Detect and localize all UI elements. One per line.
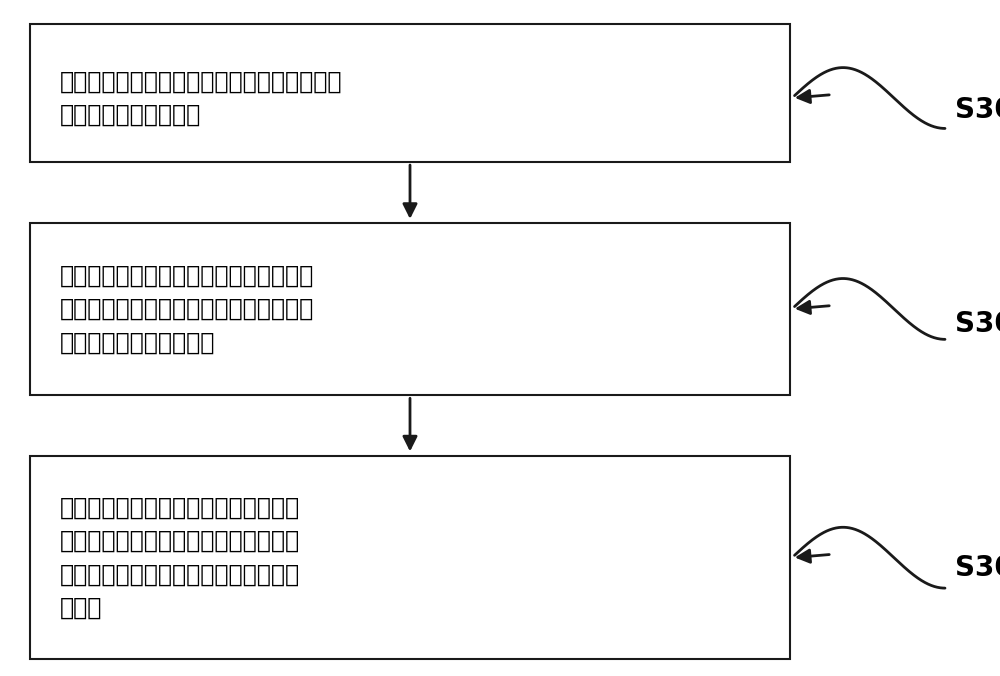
Text: S303: S303: [955, 554, 1000, 582]
FancyBboxPatch shape: [30, 456, 790, 659]
FancyBboxPatch shape: [30, 24, 790, 162]
Text: 在监测到车辆当前为倒车状态的情况下，
识别车辆是否连接有拖挂车，并获取驾驶
员对车辆的需求转向方向: 在监测到车辆当前为倒车状态的情况下， 识别车辆是否连接有拖挂车，并获取驾驶 员对…: [60, 264, 314, 354]
Text: S302: S302: [955, 310, 1000, 339]
Text: 在倒车转向辅助功能被触发的情况下，监测车
辆当前是否为倒车状态: 在倒车转向辅助功能被触发的情况下，监测车 辆当前是否为倒车状态: [60, 69, 342, 127]
FancyBboxPatch shape: [30, 223, 790, 395]
Text: 当识别到车辆连接有拖挂车时，控制车
辆向与需求转向方向相反的方向转向，
以推动拖挂车的倒车轨迹朝需求转向方
向行进: 当识别到车辆连接有拖挂车时，控制车 辆向与需求转向方向相反的方向转向， 以推动拖…: [60, 496, 300, 620]
Text: S301: S301: [955, 95, 1000, 124]
